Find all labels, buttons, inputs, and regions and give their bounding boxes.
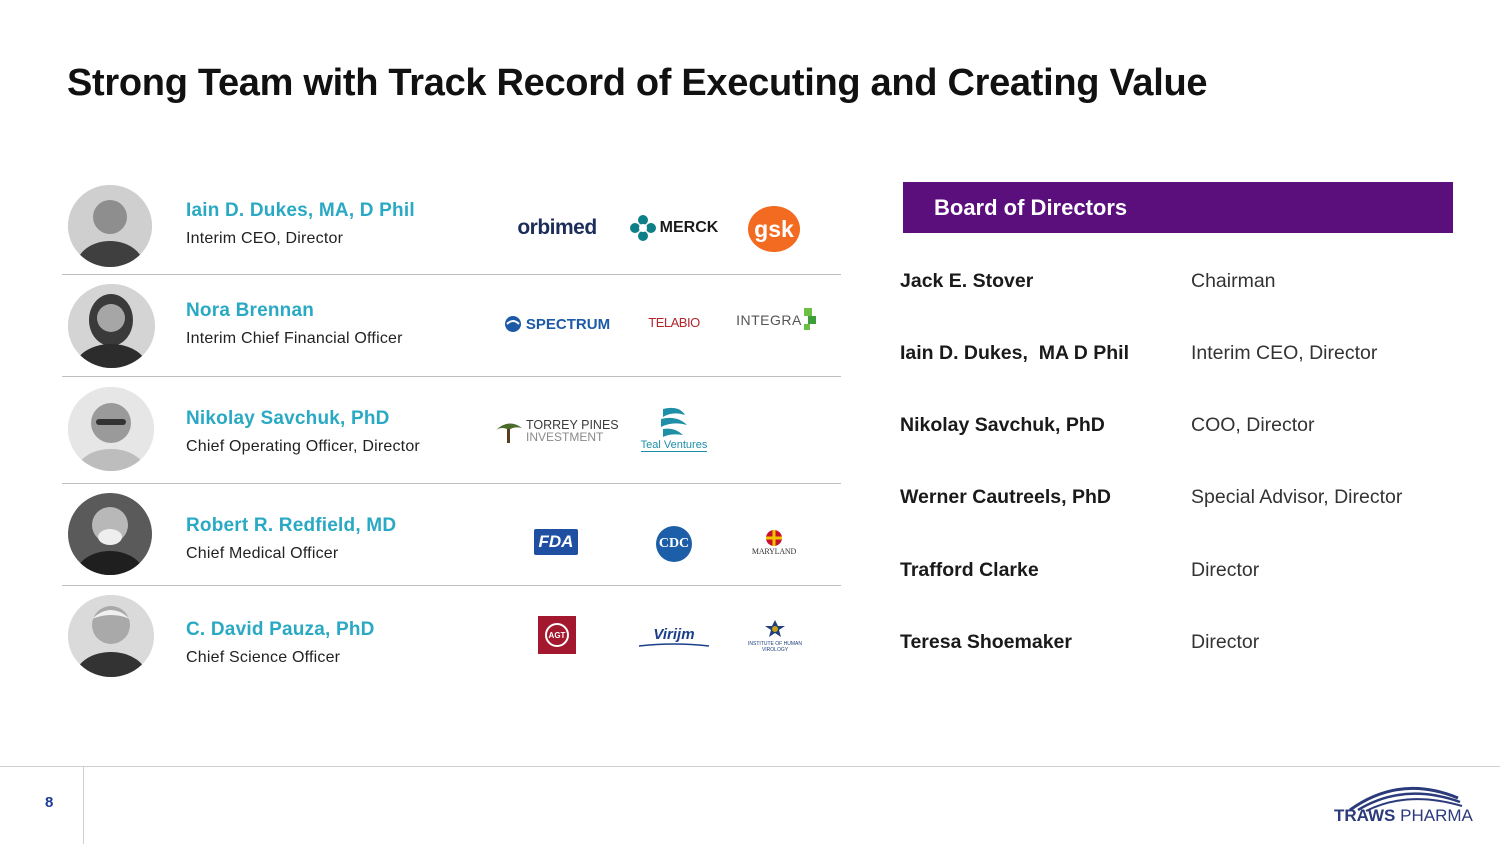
board-row: Nikolay Savchuk, PhD COO, Director [900, 414, 1460, 444]
maryland-logo: MARYLAND [744, 522, 804, 562]
member-name: Nikolay Savchuk, PhD [186, 408, 390, 429]
member-name: Nora Brennan [186, 300, 315, 321]
page-number: 8 [45, 794, 54, 811]
board-member-title: Special Advisor, Director [1191, 486, 1403, 508]
board-member-title: COO, Director [1191, 414, 1315, 436]
board-row: Jack E. Stover Chairman [900, 270, 1460, 300]
board-header: Board of Directors [903, 182, 1453, 233]
footer-divider [0, 766, 1500, 767]
institute-human-virology-logo: INSTITUTE OF HUMAN VIROLOGY [746, 614, 804, 658]
telabio-logo: TELABIO [648, 314, 700, 330]
board-member-name: Teresa Shoemaker [900, 631, 1072, 653]
board-member-name: Jack E. Stover [900, 270, 1034, 292]
member-name: Robert R. Redfield, MD [186, 515, 397, 536]
board-member-name: Werner Cautreels, PhD [900, 486, 1111, 508]
headshot-photo [68, 595, 154, 677]
integra-logo: INTEGRA [734, 305, 818, 335]
board-member-title: Director [1191, 631, 1260, 653]
slide-title: Strong Team with Track Record of Executi… [67, 62, 1208, 104]
board-member-title: Interim CEO, Director [1191, 342, 1378, 364]
board-member-name: Iain D. Dukes, MA D Phil [900, 342, 1129, 364]
board-row: Werner Cautreels, PhD Special Advisor, D… [900, 486, 1460, 516]
fda-logo: FDA [530, 528, 582, 556]
board-row: Trafford Clarke Director [900, 559, 1460, 589]
orbimed-logo: orbimed [517, 216, 597, 239]
brand-wordmark: TRAWS PHARMA [1334, 806, 1473, 825]
gsk-logo: gsk [746, 205, 802, 253]
headshot-photo [68, 493, 152, 575]
team-member: Robert R. Redfield, MD Chief Medical Off… [62, 484, 841, 586]
member-role: Chief Medical Officer [186, 545, 339, 562]
board-member-title: Chairman [1191, 270, 1276, 292]
member-role: Interim CEO, Director [186, 230, 344, 247]
headshot-photo [68, 284, 155, 368]
member-role: Chief Science Officer [186, 649, 341, 666]
board-row: Iain D. Dukes, MA D Phil Interim CEO, Di… [900, 342, 1460, 372]
headshot-photo [68, 185, 152, 267]
torrey-pines-logo: TORREY PINES INVESTMENT [494, 415, 620, 447]
agt-logo: AGT [537, 616, 577, 654]
member-role: Chief Operating Officer, Director [186, 438, 420, 455]
merck-logo: MERCK [628, 214, 720, 242]
footer-vertical-divider [83, 767, 84, 844]
team-list: Iain D. Dukes, MA, D Phil Interim CEO, D… [62, 178, 841, 686]
spectrum-logo: SPECTRUM [502, 311, 612, 337]
headshot-photo [68, 387, 154, 471]
team-member: C. David Pauza, PhD Chief Science Office… [62, 586, 841, 686]
board-member-name: Trafford Clarke [900, 559, 1039, 581]
board-header-label: Board of Directors [934, 195, 1128, 220]
team-member: Nikolay Savchuk, PhD Chief Operating Off… [62, 377, 841, 484]
member-name: Iain D. Dukes, MA, D Phil [186, 200, 415, 221]
member-name: C. David Pauza, PhD [186, 619, 375, 640]
member-role: Interim Chief Financial Officer [186, 330, 403, 347]
board-member-title: Director [1191, 559, 1260, 581]
board-row: Teresa Shoemaker Director [900, 631, 1460, 661]
viriom-logo: Virijm [636, 622, 712, 652]
traws-pharma-logo: TRAWS PHARMA [1330, 780, 1473, 830]
cdc-logo: CDC [654, 524, 694, 564]
board-member-name: Nikolay Savchuk, PhD [900, 414, 1105, 436]
team-member: Nora Brennan Interim Chief Financial Off… [62, 275, 841, 377]
teal-ventures-logo: Teal Ventures [636, 397, 712, 457]
team-member: Iain D. Dukes, MA, D Phil Interim CEO, D… [62, 178, 841, 275]
